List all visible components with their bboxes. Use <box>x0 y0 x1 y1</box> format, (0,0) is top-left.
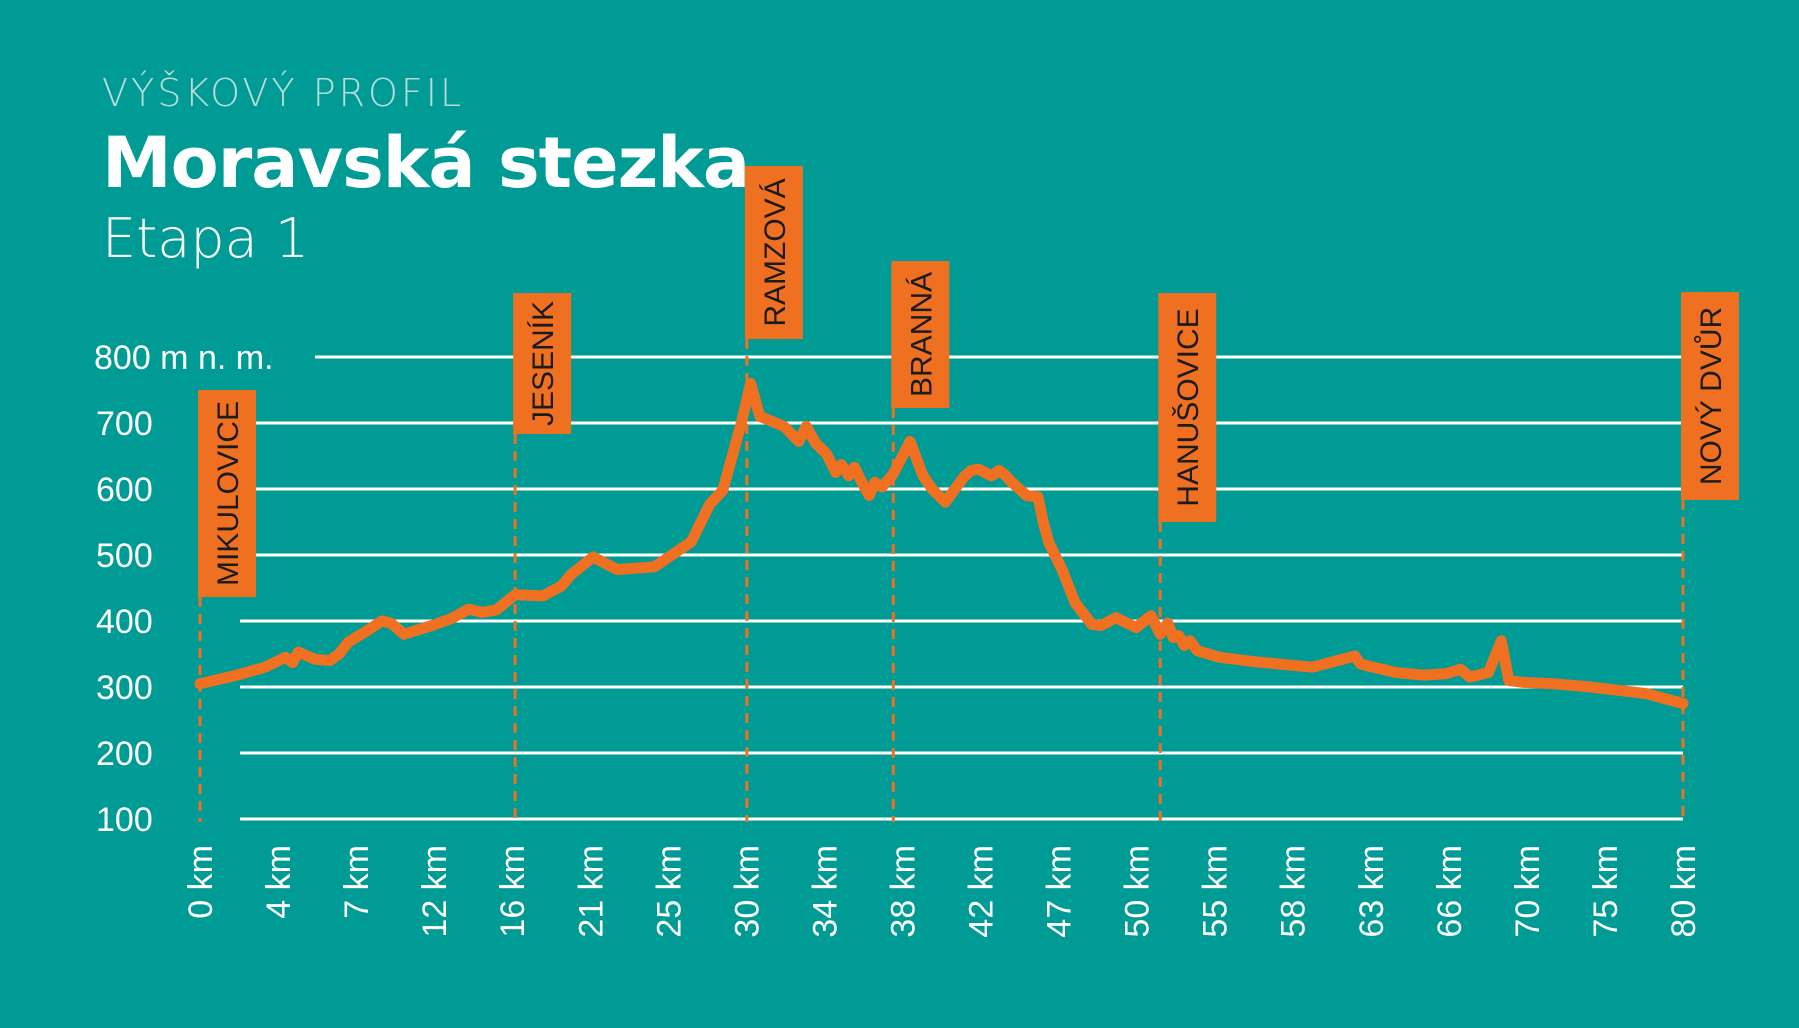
chart-subtitle: Etapa 1 <box>102 207 310 270</box>
stop-label: MIKULOVICE <box>212 401 245 586</box>
x-tick-label: 80 km <box>1665 845 1703 938</box>
stop-label-box <box>1158 293 1217 522</box>
y-tick-label: 800 m n. m. <box>94 339 274 377</box>
x-tick-label: 70 km <box>1509 845 1547 938</box>
y-tick-label: 700 <box>96 405 153 443</box>
stop-label: RAMZOVÁ <box>759 178 792 326</box>
x-tick-label: 34 km <box>806 845 844 938</box>
stop-label: JESENÍK <box>527 301 560 426</box>
x-axis-ticks: 0 km 4 km 7 km 12 km 16 km 21 km 25 km 30 km 34 … <box>182 845 1703 938</box>
stop-label-box <box>891 261 950 408</box>
y-tick-label: 400 <box>96 603 153 641</box>
x-tick-label: 30 km <box>728 845 766 938</box>
x-tick-label: 55 km <box>1197 845 1235 938</box>
x-tick-label: 42 km <box>963 845 1001 938</box>
stop-label-box <box>513 293 572 434</box>
x-tick-label: 66 km <box>1431 845 1469 938</box>
stop-label: HANUŠOVICE <box>1171 308 1205 506</box>
x-tick-label: 25 km <box>650 845 688 938</box>
chart-kicker: VÝŠKOVÝ PROFIL <box>102 71 465 115</box>
stop-label-box <box>198 390 256 597</box>
x-tick-label: 63 km <box>1353 845 1391 938</box>
stop-markers: MIKULOVICE JESENÍK RAMZOVÁ BRANNÁ HANUŠOVICE… <box>198 166 1739 822</box>
x-tick-label: 12 km <box>416 845 454 938</box>
x-tick-label: 58 km <box>1275 845 1313 938</box>
stop-label: BRANNÁ <box>905 272 938 397</box>
y-tick-label: 500 <box>96 537 153 575</box>
y-axis-ticks: 100 200 300 400 500 600 700 800 m n. m. <box>94 339 274 839</box>
y-tick-label: 200 <box>96 735 153 773</box>
grid-lines <box>240 355 1683 821</box>
x-tick-label: 50 km <box>1119 845 1157 938</box>
chart-header: VÝŠKOVÝ PROFIL Moravská stezka Etapa 1 <box>102 71 750 270</box>
x-tick-label: 4 km <box>260 845 298 919</box>
y-tick-label: 300 <box>96 669 153 707</box>
stop-label-box <box>1681 292 1739 500</box>
x-tick-label: 16 km <box>494 845 532 938</box>
stop-label: NOVÝ DVŮR <box>1694 307 1728 485</box>
x-tick-label: 7 km <box>338 845 376 919</box>
y-tick-label: 100 <box>96 801 153 839</box>
profile-line-group <box>194 377 1689 709</box>
y-tick-label: 600 <box>96 471 153 509</box>
x-tick-label: 75 km <box>1587 845 1625 938</box>
elevation-profile-line <box>194 377 1689 709</box>
chart-title: Moravská stezka <box>102 122 750 204</box>
x-tick-label: 0 km <box>182 845 220 919</box>
stop-label-box <box>744 166 803 339</box>
x-tick-label: 47 km <box>1041 845 1079 938</box>
x-tick-label: 21 km <box>572 845 610 938</box>
x-tick-label: 38 km <box>884 845 922 938</box>
